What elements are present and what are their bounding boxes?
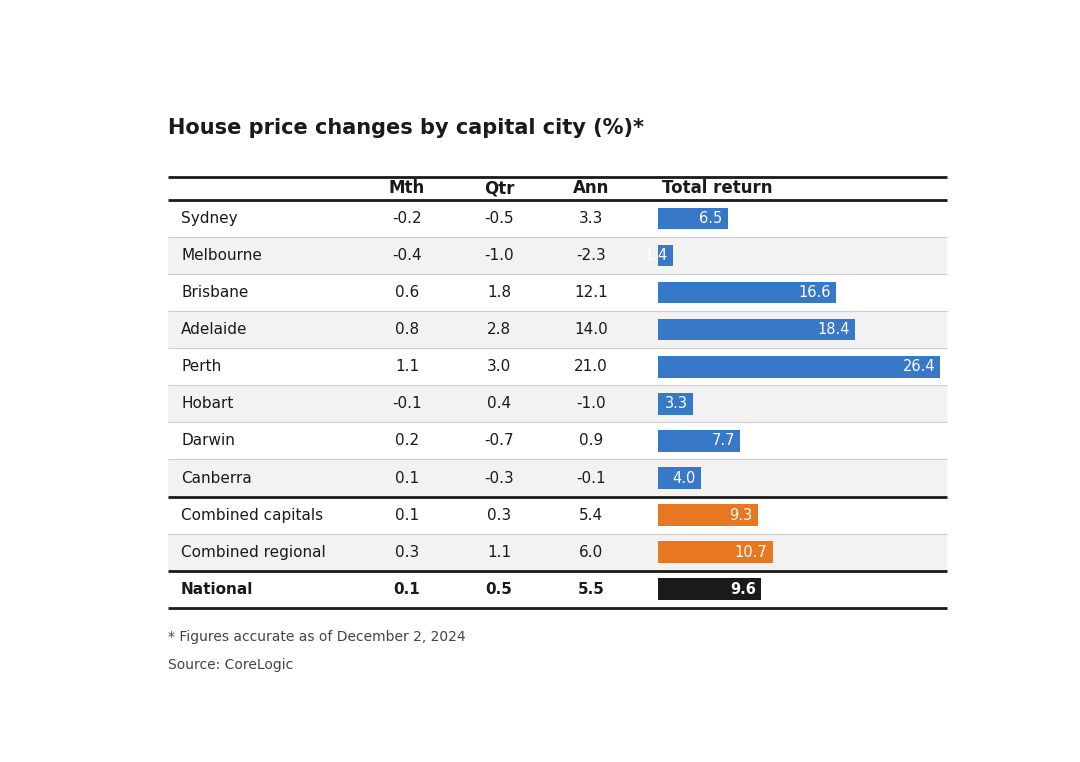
Text: -0.1: -0.1 xyxy=(392,396,422,411)
Text: Adelaide: Adelaide xyxy=(181,322,247,338)
Text: 7.7: 7.7 xyxy=(712,434,735,449)
Text: 0.4: 0.4 xyxy=(487,396,511,411)
Text: 10.7: 10.7 xyxy=(734,545,768,559)
Bar xyxy=(658,208,728,229)
Text: Hobart: Hobart xyxy=(181,396,233,411)
Text: 14.0: 14.0 xyxy=(575,322,608,338)
Bar xyxy=(658,282,836,303)
Text: Source: CoreLogic: Source: CoreLogic xyxy=(168,658,294,672)
Text: 5.4: 5.4 xyxy=(579,507,604,523)
Text: 0.1: 0.1 xyxy=(395,470,419,485)
Text: 4.0: 4.0 xyxy=(673,470,696,485)
Text: Ann: Ann xyxy=(573,179,609,197)
Text: -0.1: -0.1 xyxy=(577,470,606,485)
Text: -2.3: -2.3 xyxy=(577,248,606,263)
Text: 3.3: 3.3 xyxy=(579,211,604,226)
Text: Combined capitals: Combined capitals xyxy=(181,507,323,523)
Bar xyxy=(658,467,701,488)
Text: 3.3: 3.3 xyxy=(665,396,688,411)
Text: 1.1: 1.1 xyxy=(487,545,511,559)
Bar xyxy=(658,245,673,267)
Text: 0.1: 0.1 xyxy=(393,581,420,597)
Bar xyxy=(658,504,757,526)
Text: -0.5: -0.5 xyxy=(484,211,514,226)
Text: 26.4: 26.4 xyxy=(903,360,935,374)
Text: 3.0: 3.0 xyxy=(487,360,511,374)
Text: Mth: Mth xyxy=(389,179,426,197)
Bar xyxy=(168,237,947,274)
Text: 0.5: 0.5 xyxy=(486,581,513,597)
Text: 0.3: 0.3 xyxy=(487,507,511,523)
Text: 1.1: 1.1 xyxy=(395,360,419,374)
Text: 12.1: 12.1 xyxy=(575,285,608,300)
Text: House price changes by capital city (%)*: House price changes by capital city (%)* xyxy=(168,118,645,138)
Text: * Figures accurate as of December 2, 2024: * Figures accurate as of December 2, 202… xyxy=(168,630,467,644)
Text: 1.4: 1.4 xyxy=(645,248,669,263)
Text: 5.5: 5.5 xyxy=(578,581,605,597)
Text: -1.0: -1.0 xyxy=(484,248,514,263)
Bar xyxy=(168,459,947,497)
Text: 16.6: 16.6 xyxy=(798,285,831,300)
Text: 18.4: 18.4 xyxy=(818,322,850,338)
Bar xyxy=(658,431,741,452)
Bar xyxy=(168,386,947,422)
Text: 1.8: 1.8 xyxy=(487,285,511,300)
Text: 0.2: 0.2 xyxy=(395,434,419,449)
Text: -1.0: -1.0 xyxy=(577,396,606,411)
Text: Total return: Total return xyxy=(662,179,773,197)
Bar xyxy=(658,356,941,377)
Text: National: National xyxy=(181,581,254,597)
Text: Qtr: Qtr xyxy=(484,179,514,197)
Text: 0.6: 0.6 xyxy=(395,285,419,300)
Text: Perth: Perth xyxy=(181,360,221,374)
Text: 0.1: 0.1 xyxy=(395,507,419,523)
Text: 21.0: 21.0 xyxy=(575,360,608,374)
Text: 6.5: 6.5 xyxy=(700,211,723,226)
Text: -0.2: -0.2 xyxy=(392,211,422,226)
Text: -0.3: -0.3 xyxy=(484,470,514,485)
Text: -0.7: -0.7 xyxy=(484,434,514,449)
Bar xyxy=(168,533,947,571)
Bar xyxy=(658,319,855,341)
Bar xyxy=(658,542,772,563)
Bar xyxy=(658,578,760,600)
Text: 0.9: 0.9 xyxy=(579,434,604,449)
Text: 9.6: 9.6 xyxy=(730,581,756,597)
Text: Darwin: Darwin xyxy=(181,434,235,449)
Text: -0.4: -0.4 xyxy=(392,248,422,263)
Text: Combined regional: Combined regional xyxy=(181,545,326,559)
Text: 2.8: 2.8 xyxy=(487,322,511,338)
Text: Brisbane: Brisbane xyxy=(181,285,248,300)
Bar xyxy=(168,311,947,348)
Text: 9.3: 9.3 xyxy=(729,507,753,523)
Text: 6.0: 6.0 xyxy=(579,545,604,559)
Text: 0.3: 0.3 xyxy=(395,545,419,559)
Text: Melbourne: Melbourne xyxy=(181,248,262,263)
Text: 0.8: 0.8 xyxy=(395,322,419,338)
Bar xyxy=(658,393,693,415)
Text: Canberra: Canberra xyxy=(181,470,252,485)
Text: Sydney: Sydney xyxy=(181,211,238,226)
